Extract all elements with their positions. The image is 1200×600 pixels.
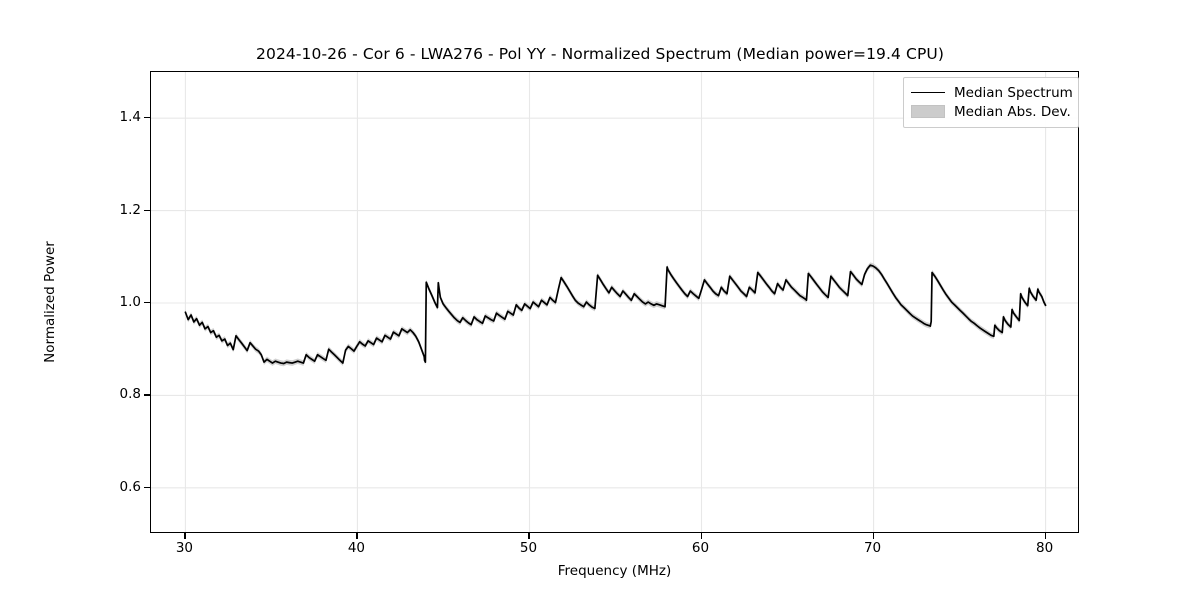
legend-patch-icon <box>911 105 945 118</box>
y-tick-label: 1.2 <box>119 201 141 218</box>
x-tick-label: 30 <box>175 540 193 556</box>
x-tick-label: 60 <box>691 540 710 556</box>
x-tick-label: 50 <box>519 540 538 556</box>
legend-item-median-spectrum[interactable]: Median Spectrum <box>911 83 1073 102</box>
x-tick-label: 80 <box>1035 540 1054 556</box>
x-tick-mark <box>528 533 530 539</box>
y-tick-label: 1.0 <box>119 294 141 310</box>
plot-area <box>150 71 1079 533</box>
y-tick-mark <box>144 209 150 211</box>
x-tick-mark <box>356 533 358 539</box>
x-tick-mark <box>1044 533 1046 539</box>
y-tick-label: 0.8 <box>119 386 141 403</box>
x-tick-mark <box>872 533 874 539</box>
legend-label-median-abs-dev: Median Abs. Dev. <box>954 103 1071 120</box>
median-spectrum-line <box>184 264 1047 365</box>
legend-label-median-spectrum: Median Spectrum <box>954 84 1073 101</box>
y-tick-label: 1.4 <box>119 109 141 126</box>
legend-line-icon <box>911 86 945 100</box>
legend-item-median-abs-dev[interactable]: Median Abs. Dev. <box>911 102 1071 121</box>
chart-legend[interactable]: Median Spectrum Median Abs. Dev. <box>903 77 1079 128</box>
spectrum-plot <box>151 72 1078 532</box>
median-abs-dev-band <box>185 262 1046 367</box>
mad-band-path <box>185 262 1046 367</box>
y-tick-mark <box>144 486 150 489</box>
chart-title: 2024-10-26 - Cor 6 - LWA276 - Pol YY - N… <box>256 45 944 63</box>
y-tick-mark <box>144 117 150 119</box>
grid-lines <box>151 72 1078 532</box>
y-tick-label: 0.6 <box>119 478 141 495</box>
y-tick-mark <box>144 302 150 304</box>
x-tick-mark <box>700 533 702 539</box>
x-tick-label: 40 <box>347 540 366 556</box>
x-tick-mark <box>184 533 186 539</box>
y-tick-mark <box>144 394 150 396</box>
x-axis-label: Frequency (MHz) <box>557 563 672 579</box>
x-tick-label: 70 <box>863 540 882 556</box>
